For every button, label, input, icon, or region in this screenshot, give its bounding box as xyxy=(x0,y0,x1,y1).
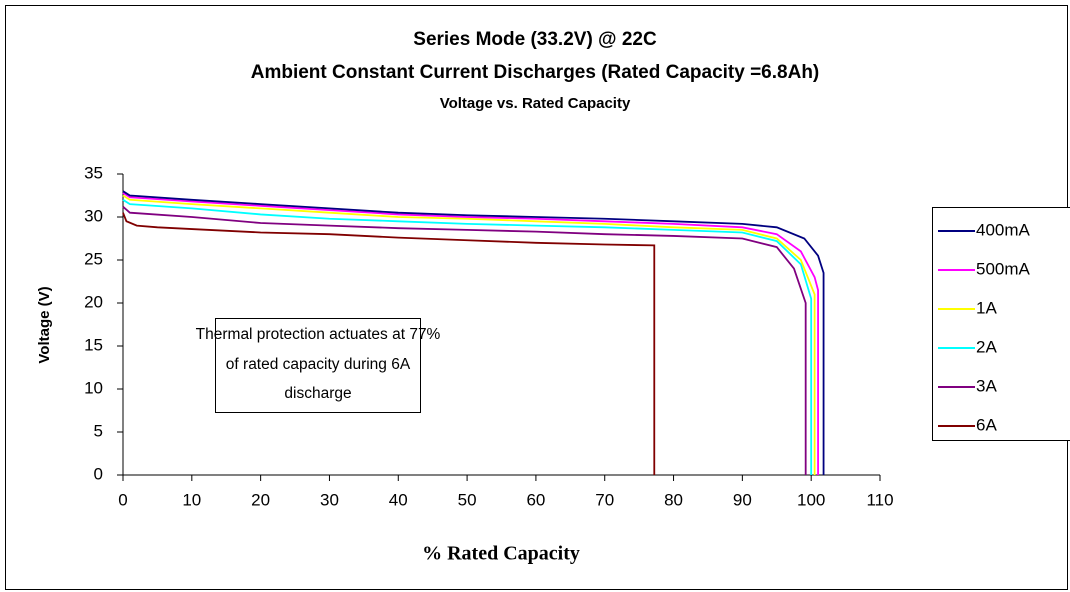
y-tick-label: 30 xyxy=(84,206,103,225)
y-tick-label: 10 xyxy=(84,378,103,397)
y-tick-label: 35 xyxy=(84,163,103,182)
y-tick-label: 15 xyxy=(84,335,103,354)
y-tick-label: 0 xyxy=(94,464,103,483)
series-line xyxy=(122,212,656,475)
annotation-box xyxy=(215,318,421,413)
legend-label: 1A xyxy=(976,298,997,317)
legend xyxy=(932,207,1070,441)
annotation: Thermal protection actuates at 77% xyxy=(196,326,441,343)
chart-subtitle: Voltage vs. Rated Capacity xyxy=(440,95,631,112)
x-tick-label: 70 xyxy=(595,490,614,509)
y-tick-label: 5 xyxy=(94,421,103,440)
y-tick-label: 25 xyxy=(84,249,103,268)
x-tick-label: 40 xyxy=(389,490,408,509)
x-tick-label: 30 xyxy=(320,490,339,509)
legend-label: 500mA xyxy=(976,259,1031,278)
x-tick-label: 80 xyxy=(664,490,683,509)
series-line xyxy=(122,194,816,475)
series-line xyxy=(122,199,813,475)
x-tick-label: 0 xyxy=(118,490,127,509)
legend-label: 6A xyxy=(976,415,997,434)
chart-title: Ambient Constant Current Discharges (Rat… xyxy=(251,62,820,83)
x-tick-label: 100 xyxy=(797,490,825,509)
chart-title: Series Mode (33.2V) @ 22C xyxy=(413,29,657,50)
x-tick-label: 110 xyxy=(866,490,893,509)
x-tick-label: 20 xyxy=(251,490,270,509)
legend-label: 3A xyxy=(976,376,997,395)
legend-label: 2A xyxy=(976,337,997,356)
legend-label: 400mA xyxy=(976,220,1031,239)
series-line xyxy=(122,192,819,475)
chart-border xyxy=(5,5,1068,590)
x-tick-label: 60 xyxy=(526,490,545,509)
annotation: discharge xyxy=(284,385,351,402)
x-tick-label: 90 xyxy=(733,490,752,509)
series-line xyxy=(122,206,807,475)
x-axis-label: % Rated Capacity xyxy=(422,543,580,565)
series-line xyxy=(122,190,825,475)
y-tick-label: 20 xyxy=(84,292,103,311)
x-tick-label: 10 xyxy=(182,490,201,509)
x-tick-label: 50 xyxy=(458,490,477,509)
y-axis-label: Voltage (V) xyxy=(36,286,53,363)
annotation: of rated capacity during 6A xyxy=(226,356,411,373)
